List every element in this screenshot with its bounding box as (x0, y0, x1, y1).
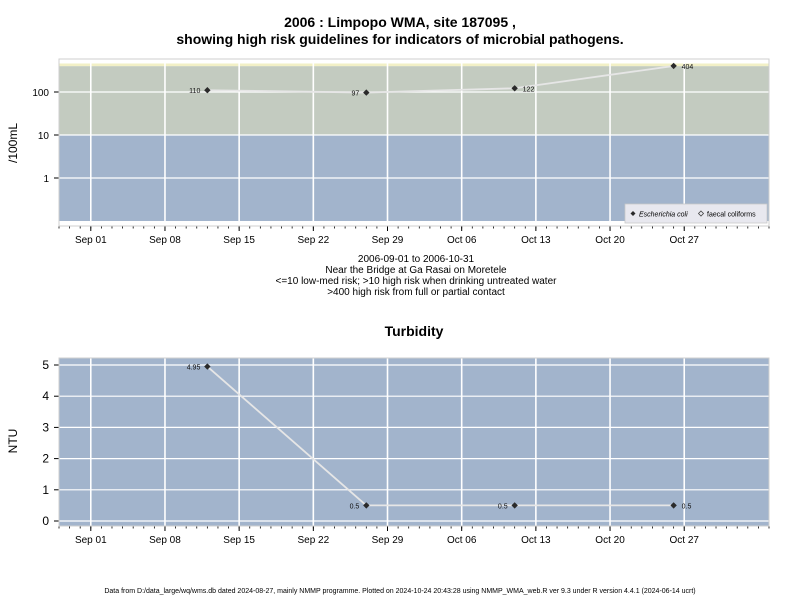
x-tick-label: Oct 13 (521, 235, 551, 246)
series-segment (514, 65, 674, 90)
data-point (204, 87, 211, 94)
series-segment (366, 87, 515, 94)
data-point (670, 502, 677, 509)
y-tick-label: 10 (38, 131, 50, 142)
x-tick-label: Sep 22 (297, 235, 329, 246)
x-tick-label: Sep 22 (297, 535, 329, 546)
plot-frame (58, 58, 770, 227)
y-tick-label: 1 (42, 483, 49, 497)
y-tick-label: 0 (42, 514, 49, 528)
x-tick-label: Sep 15 (223, 235, 255, 246)
data-point (670, 62, 677, 70)
y-tick-label: 4 (42, 389, 49, 403)
x-tick-label: Sep 29 (372, 535, 404, 546)
data-label: 4.95 (187, 365, 201, 372)
legend-box (624, 203, 768, 224)
data-label: 0.5 (498, 503, 508, 510)
x-tick-label: Oct 20 (595, 535, 625, 546)
caption-site: Near the Bridge at Ga Rasai on Moretele (325, 265, 507, 276)
data-point (363, 89, 370, 96)
legend-label-ecoli: Escherichia coli (639, 212, 688, 219)
x-tick-label: Sep 01 (75, 535, 107, 546)
x-tick-label: Oct 27 (669, 535, 699, 546)
data-label: 122 (523, 86, 535, 93)
chart-title: 2006 : Limpopo WMA, site 187095 , (284, 14, 516, 30)
x-tick-label: Sep 08 (149, 235, 181, 246)
legend-marker-faecal (697, 210, 705, 217)
y-tick-label: 1 (43, 174, 49, 185)
y-tick-label: 3 (42, 420, 49, 434)
data-label: 97 (352, 91, 360, 98)
x-tick-label: Oct 06 (447, 235, 477, 246)
x-tick-label: Oct 13 (521, 535, 551, 546)
data-label: 0.5 (350, 503, 360, 510)
plot-frame (58, 357, 770, 527)
caption-date-range: 2006-09-01 to 2006-10-31 (357, 254, 475, 265)
y-tick-label: 100 (32, 88, 49, 99)
data-label: 404 (682, 64, 694, 71)
plot-background (59, 358, 769, 526)
turbidity-title: Turbidity (384, 323, 444, 339)
x-tick-label: Sep 29 (372, 235, 404, 246)
y-tick-label: 2 (42, 452, 49, 466)
microbial-chart: Sep 01 Sep 08 Sep 15 Sep 22 Sep 29 Oct 06 Oct … (32, 58, 770, 246)
x-tick-label: Sep 08 (149, 535, 181, 546)
data-point (363, 502, 370, 509)
y-tick-label: 5 (42, 358, 49, 372)
series-segment (207, 89, 367, 94)
x-tick-label: Sep 15 (223, 535, 255, 546)
data-point (204, 363, 211, 370)
risk-band-1 (59, 66, 769, 135)
x-tick-label: Sep 01 (75, 235, 107, 246)
footer-note: Data from D:/data_large/wq/wms.db dated … (104, 588, 696, 595)
data-point (511, 85, 518, 92)
legend-marker-ecoli (630, 211, 636, 216)
caption-risk-drinking: <=10 low-med risk; >10 high risk when dr… (275, 276, 557, 287)
x-tick-label: Oct 06 (447, 535, 477, 546)
data-label: 110 (189, 88, 200, 95)
x-tick-label: Oct 20 (595, 235, 625, 246)
chart-subtitle: showing high risk guidelines for indicat… (176, 31, 624, 47)
series-segment (206, 365, 367, 507)
data-point (511, 502, 518, 509)
x-tick-label: Oct 27 (669, 235, 699, 246)
legend-label-faecal: faecal coliforms (707, 212, 756, 219)
caption-risk-contact: >400 high risk from full or partial cont… (327, 287, 505, 298)
risk-band-2 (59, 63, 769, 67)
data-label: 0.5 (682, 503, 692, 510)
